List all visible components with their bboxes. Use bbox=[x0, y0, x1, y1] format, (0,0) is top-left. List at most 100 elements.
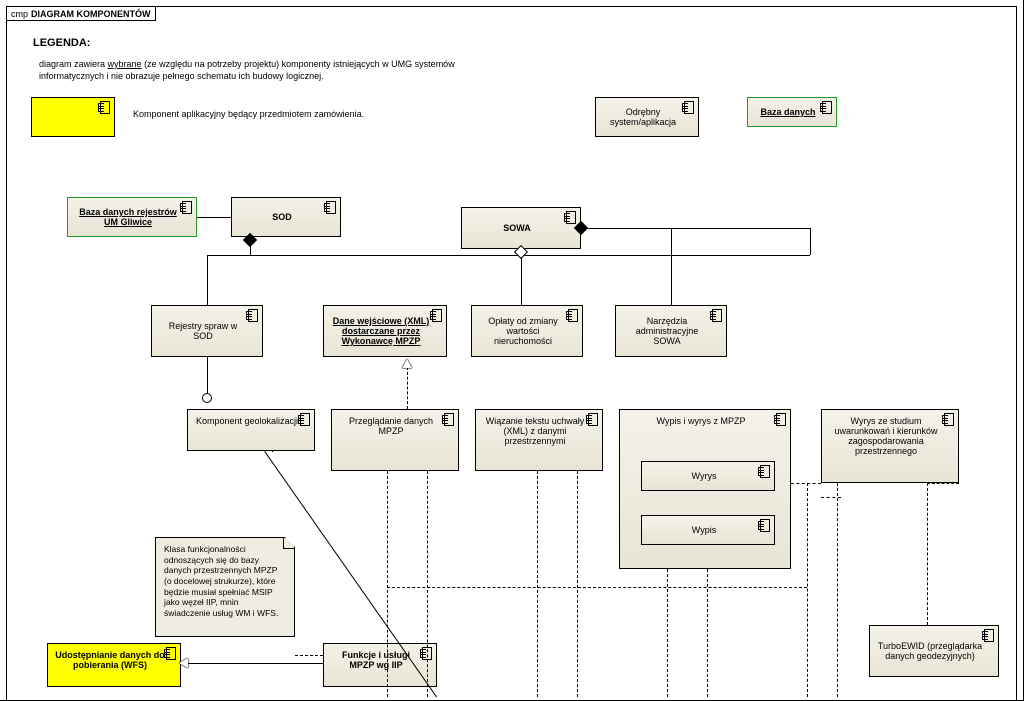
legend-underlined: wybrane bbox=[108, 59, 142, 69]
comp-wyrys-studium: Wyrys ze studium uwarunkowań i kierunków… bbox=[821, 409, 959, 483]
edge-dashed bbox=[577, 471, 578, 697]
diagram-border: cmpDIAGRAM KOMPONENTÓW LEGENDA: diagram … bbox=[6, 6, 1017, 700]
component-icon bbox=[100, 101, 110, 111]
note-text: Klasa funkcjonalności odnoszących się do… bbox=[164, 544, 278, 618]
comp-turboewid: TurboEWID (przeglądarka danych geodezyjn… bbox=[869, 625, 999, 677]
edge bbox=[197, 217, 231, 218]
wiazanie-label: Wiązanie tekstu uchwały (XML) z danymi p… bbox=[482, 416, 588, 446]
component-icon bbox=[776, 413, 786, 423]
legend-yellow-box bbox=[31, 97, 115, 137]
comp-narzedzia: Narzędzia administracyjne SOWA bbox=[615, 305, 727, 357]
edge bbox=[810, 228, 811, 255]
component-icon bbox=[432, 309, 442, 319]
component-icon bbox=[944, 413, 954, 423]
legend-db-label: Baza danych bbox=[754, 107, 822, 117]
edge-dashed bbox=[427, 471, 428, 697]
edge bbox=[181, 663, 323, 664]
tab-title: DIAGRAM KOMPONENTÓW bbox=[31, 9, 151, 19]
edge bbox=[207, 255, 208, 305]
legend-system-box: Odrębny system/aplikacja bbox=[595, 97, 699, 137]
diag-container bbox=[265, 451, 435, 691]
comp-sod-label: SOD bbox=[238, 212, 326, 222]
legend-db-box: Baza danych bbox=[747, 97, 837, 127]
rejestry-label: Rejestry spraw w SOD bbox=[158, 321, 248, 341]
comp-dane-wejsciowe: Dane wejściowe (XML) dostarczane przez W… bbox=[323, 305, 447, 357]
component-icon bbox=[444, 413, 454, 423]
comp-oplaty: Opłaty od zmiany wartości nieruchomości bbox=[471, 305, 583, 357]
edge-dashed bbox=[667, 569, 668, 697]
legend-yellow-caption: Komponent aplikacyjny będący przedmiotem… bbox=[133, 109, 413, 121]
edge-dashed bbox=[537, 471, 538, 697]
component-icon bbox=[300, 413, 310, 423]
diagram-frame: cmpDIAGRAM KOMPONENTÓW LEGENDA: diagram … bbox=[0, 0, 1024, 701]
component-icon bbox=[566, 211, 576, 221]
comp-wypis: Wypis bbox=[641, 515, 775, 545]
oplaty-label: Opłaty od zmiany wartości nieruchomości bbox=[478, 316, 568, 346]
baza-l2: UM Gliwice bbox=[104, 217, 152, 227]
comp-baza-rejestrow: Baza danych rejestrów UM Gliwice bbox=[67, 197, 197, 237]
component-icon bbox=[182, 201, 192, 211]
diagram-tab: cmpDIAGRAM KOMPONENTÓW bbox=[7, 7, 156, 21]
comp-wiazanie: Wiązanie tekstu uchwały (XML) z danymi p… bbox=[475, 409, 603, 471]
geolok-label: Komponent geolokalizacji bbox=[194, 416, 300, 426]
udostepnianie-label: Udostępnianie danych do pobierania (WFS) bbox=[54, 650, 166, 670]
component-icon bbox=[166, 647, 176, 657]
edge bbox=[207, 255, 251, 256]
dane-l1: Dane wejściowe (XML) bbox=[333, 316, 430, 326]
dane-l3: Wykonawcę MPZP bbox=[342, 336, 421, 346]
dane-l2: dostarczane przez bbox=[342, 326, 420, 336]
edge-dashed bbox=[927, 483, 928, 625]
baza-l1: Baza danych rejestrów bbox=[79, 207, 177, 217]
interface-circle bbox=[202, 393, 212, 403]
legend-system-label: Odrębny system/aplikacja bbox=[602, 107, 684, 127]
edge bbox=[586, 228, 810, 229]
edge-dashed bbox=[807, 483, 808, 697]
edge bbox=[250, 245, 251, 255]
component-icon bbox=[984, 629, 994, 639]
turboewid-label: TurboEWID (przeglądarka danych geodezyjn… bbox=[876, 641, 984, 661]
wyrys-label: Wyrys bbox=[648, 471, 760, 481]
comp-geolok: Komponent geolokalizacji bbox=[187, 409, 315, 451]
wypis-wyrys-label: Wypis i wyrys z MPZP bbox=[626, 416, 776, 426]
edge-dashed bbox=[295, 655, 323, 656]
legend-title: LEGENDA: bbox=[33, 37, 90, 49]
edge-dashed bbox=[387, 471, 388, 697]
edge-dashed bbox=[927, 483, 959, 484]
edge bbox=[207, 357, 208, 397]
arrow-open-left bbox=[179, 658, 188, 668]
component-icon bbox=[822, 101, 832, 111]
comp-rejestry-spraw: Rejestry spraw w SOD bbox=[151, 305, 263, 357]
comp-udostepnianie: Udostępnianie danych do pobierania (WFS) bbox=[47, 643, 181, 687]
narzedzia-label: Narzędzia administracyjne SOWA bbox=[622, 316, 712, 346]
edge bbox=[521, 257, 522, 305]
component-icon bbox=[684, 101, 694, 111]
przegladanie-label: Przeglądanie danych MPZP bbox=[338, 416, 444, 436]
comp-wyrys: Wyrys bbox=[641, 461, 775, 491]
wyrys-studium-label: Wyrys ze studium uwarunkowań i kierunków… bbox=[828, 416, 944, 456]
component-icon bbox=[760, 519, 770, 529]
component-icon bbox=[712, 309, 722, 319]
edge-dashed bbox=[387, 587, 807, 588]
edge bbox=[671, 228, 672, 305]
legend-body: diagram zawiera wybrane (ze względu na p… bbox=[39, 59, 499, 82]
arrow-open bbox=[402, 359, 412, 368]
legend-pre: diagram zawiera bbox=[39, 59, 108, 69]
component-icon bbox=[588, 413, 598, 423]
edge-dashed bbox=[407, 367, 408, 409]
component-icon bbox=[326, 201, 336, 211]
edge-dashed bbox=[837, 483, 838, 697]
edge bbox=[250, 255, 810, 256]
edge-dashed bbox=[791, 483, 821, 484]
wypis-label: Wypis bbox=[648, 525, 760, 535]
comp-baza-rejestrow-label: Baza danych rejestrów UM Gliwice bbox=[74, 207, 182, 227]
dane-label: Dane wejściowe (XML) dostarczane przez W… bbox=[330, 316, 432, 346]
edge-diagonal bbox=[264, 451, 437, 697]
component-icon bbox=[248, 309, 258, 319]
tab-prefix: cmp bbox=[11, 9, 28, 19]
component-icon bbox=[760, 465, 770, 475]
comp-sowa-label: SOWA bbox=[468, 223, 566, 233]
component-icon bbox=[568, 309, 578, 319]
edge-dashed bbox=[707, 569, 708, 697]
edge-dashed bbox=[821, 497, 841, 498]
comp-sod: SOD bbox=[231, 197, 341, 237]
